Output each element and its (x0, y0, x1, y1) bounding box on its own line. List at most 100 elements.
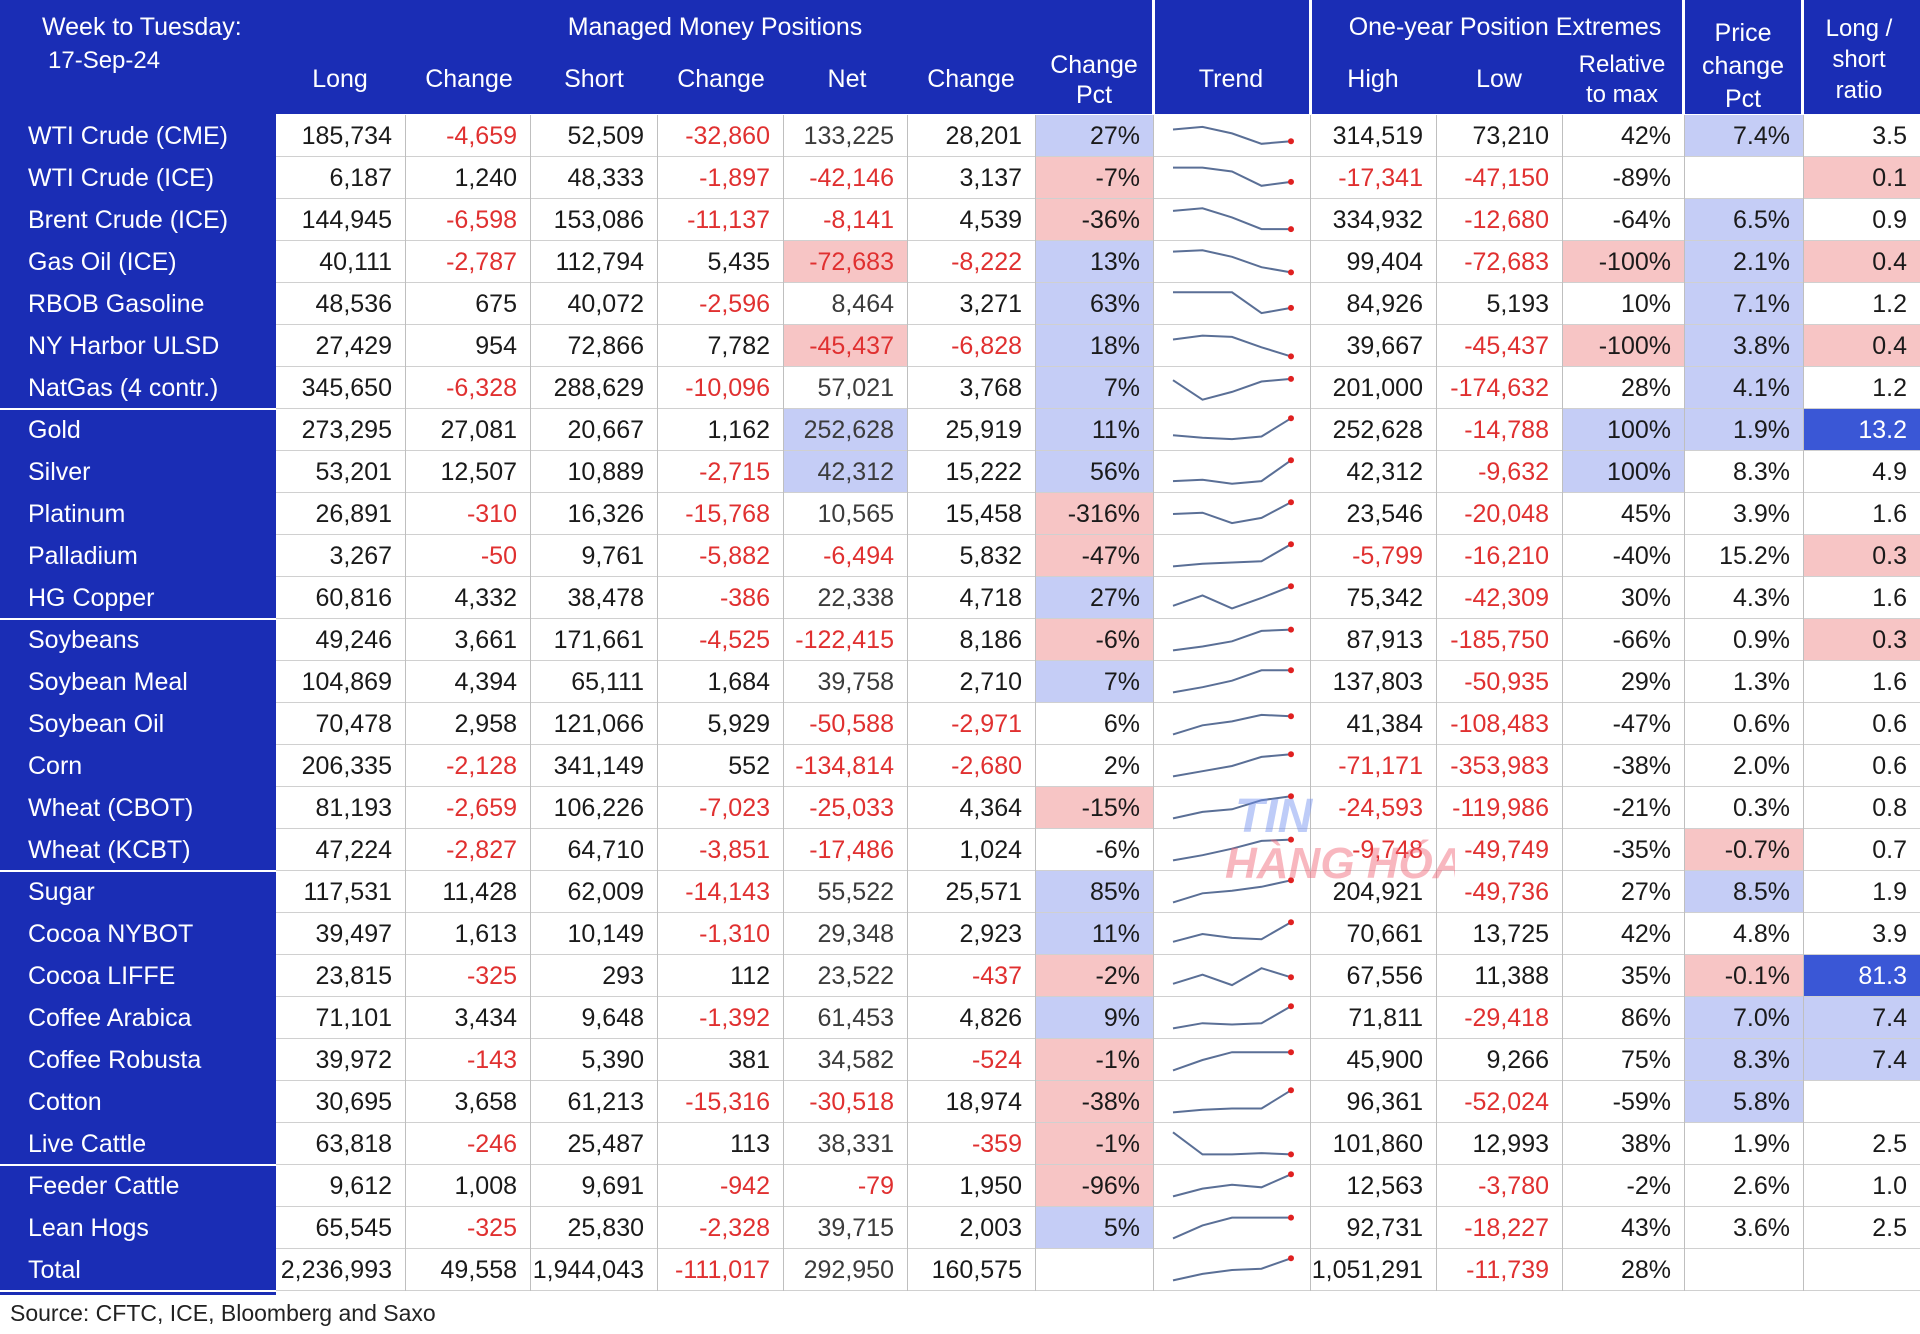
header-divider (1682, 0, 1685, 114)
footer: Source: CFTC, ICE, Bloomberg and Saxo (0, 1295, 1920, 1332)
cell-long: 3,267 (329, 542, 392, 570)
trend-line (1172, 795, 1292, 820)
cell-long: 39,497 (315, 920, 392, 948)
cell-ch3: 3,271 (959, 290, 1022, 318)
cell-ch3: -437 (971, 962, 1022, 990)
cell-short: 52,509 (567, 122, 644, 150)
cell-ch2: -4,525 (699, 626, 770, 654)
row-divider (276, 198, 1920, 199)
cell-rel: 28% (1620, 374, 1671, 402)
cell-ratio: 0.7 (1872, 836, 1907, 864)
cell-ratio: 0.9 (1872, 206, 1907, 234)
cell-ratio: 1.9 (1872, 878, 1907, 906)
cell-short: 10,889 (567, 458, 644, 486)
cell-ch1: 27,081 (440, 416, 517, 444)
col-long: Long (312, 65, 368, 93)
trend-sparkline (1172, 1171, 1294, 1198)
cell-short: 65,111 (571, 668, 644, 696)
cell-rel: -40% (1612, 542, 1671, 570)
cell-rel: 10% (1620, 290, 1671, 318)
row-label: Palladium (28, 542, 138, 570)
cell-chpct: 56% (1035, 451, 1153, 493)
cell-price: 2.6% (1733, 1172, 1790, 1200)
cell-long: 206,335 (301, 752, 392, 780)
cell-low: -108,483 (1450, 710, 1549, 738)
cell-ch3: 3,137 (959, 164, 1022, 192)
trend-last-point (1288, 138, 1294, 145)
cell-rel: -59% (1612, 1088, 1671, 1116)
cell-net: 42,312 (783, 451, 907, 493)
cell-ch2: 112 (730, 962, 770, 990)
cell-high: -5,799 (1352, 542, 1423, 570)
cell-high: -9,748 (1352, 836, 1423, 864)
cell-long: 345,650 (301, 374, 392, 402)
trend-line (1172, 543, 1292, 568)
cell-ch3: -2,680 (951, 752, 1022, 780)
cell-price: 15.2% (1719, 542, 1790, 570)
cell-net: 22,338 (817, 584, 894, 612)
group-divider (0, 870, 276, 872)
cell-high: 252,628 (1332, 416, 1423, 444)
cell-chpct: 13% (1035, 241, 1153, 283)
trend-line (1172, 1089, 1292, 1114)
cell-high: 39,667 (1346, 332, 1423, 360)
cell-ch1: -2,787 (446, 248, 517, 276)
cell-ch1: -325 (466, 962, 517, 990)
trend-sparkline (1172, 1214, 1294, 1240)
cell-short: 64,710 (567, 836, 644, 864)
cell-rel: 100% (1562, 451, 1684, 493)
trend-line (1172, 334, 1292, 358)
cell-net: 292,950 (803, 1256, 894, 1284)
cell-ch1: 11,428 (442, 878, 517, 906)
cell-chpct: 11% (1035, 409, 1153, 451)
cell-ch2: -5,882 (699, 542, 770, 570)
group-divider (0, 1164, 276, 1166)
cell-ratio: 0.4 (1803, 241, 1920, 283)
cell-ratio: 2.5 (1872, 1214, 1907, 1242)
trend-last-point (1288, 667, 1294, 674)
col-change-pct-1: Change (1050, 51, 1138, 79)
cell-low: -18,227 (1464, 1214, 1549, 1242)
cell-short: 106,226 (553, 794, 644, 822)
col-ratio-3: ratio (1835, 77, 1883, 104)
cell-ratio: 1.6 (1872, 584, 1907, 612)
cell-rel: 43% (1620, 1214, 1671, 1242)
column-divider (1153, 115, 1154, 1291)
cell-chpct: -1% (1035, 1123, 1153, 1165)
cell-ch3: 2,710 (959, 668, 1022, 696)
row-divider (276, 240, 1920, 241)
cell-rel: 100% (1562, 409, 1684, 451)
row-divider (276, 618, 1920, 619)
column-divider (530, 115, 531, 1291)
cell-short: 293 (602, 962, 644, 990)
cell-short: 48,333 (567, 164, 644, 192)
cell-price: 5.8% (1684, 1081, 1803, 1123)
cell-net: -134,814 (795, 752, 894, 780)
trend-line (1172, 207, 1291, 231)
trend-sparkline (1172, 415, 1294, 441)
cell-high: 137,803 (1332, 668, 1423, 696)
trend-line (1172, 713, 1292, 736)
cell-low: -45,437 (1464, 332, 1549, 360)
cell-chpct: -15% (1035, 787, 1153, 829)
cell-ch2: -15,316 (685, 1088, 770, 1116)
col-change-long: Change (425, 65, 513, 93)
trend-last-point (1288, 178, 1294, 185)
cell-short: 5,390 (581, 1046, 644, 1074)
row-label: Total (28, 1256, 81, 1284)
col-high: High (1347, 65, 1399, 93)
cell-high: 87,913 (1346, 626, 1423, 654)
trend-line (1172, 249, 1292, 274)
cell-ch2: 5,435 (707, 248, 770, 276)
row-divider (276, 1206, 1920, 1207)
cell-short: 9,648 (581, 1004, 644, 1032)
cell-low: -11,739 (1466, 1256, 1549, 1284)
cell-high: 99,404 (1346, 248, 1423, 276)
cell-ch2: -1,392 (699, 1004, 770, 1032)
cell-ch1: 4,394 (454, 668, 517, 696)
cell-ch2: -10,096 (685, 374, 770, 402)
trend-sparkline (1172, 125, 1294, 145)
row-label: RBOB Gasoline (28, 290, 205, 318)
trend-line (1172, 921, 1292, 943)
